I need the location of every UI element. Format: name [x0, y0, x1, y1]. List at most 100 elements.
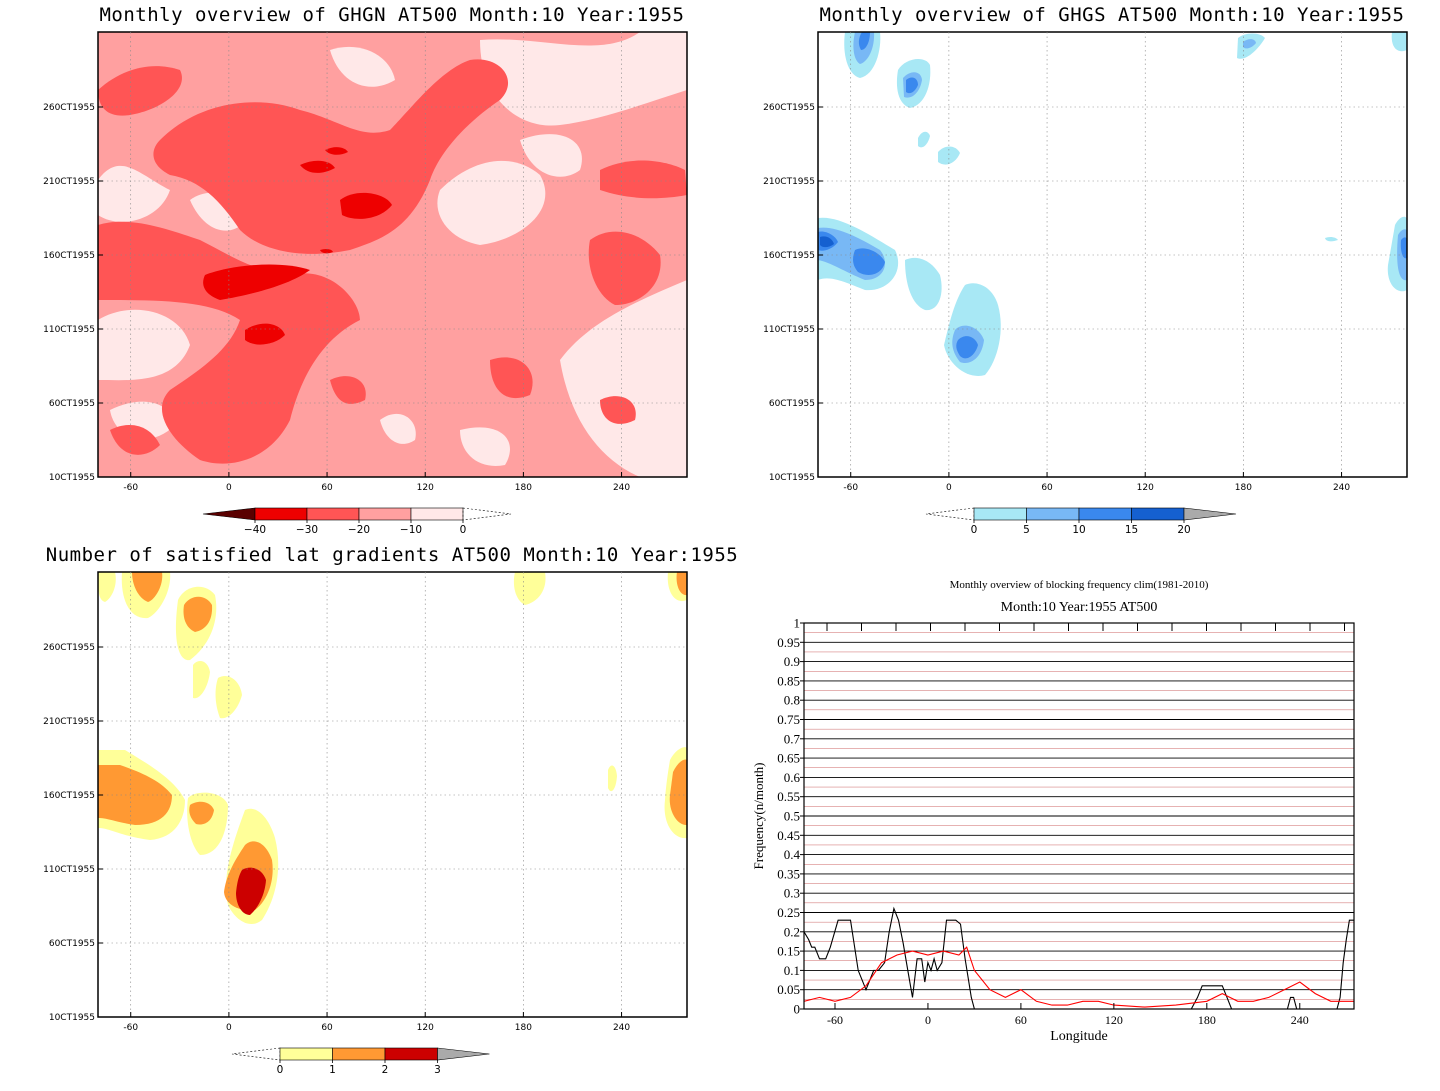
x-tick-label: 120: [417, 1023, 434, 1033]
colorbar-label: 1: [329, 1064, 336, 1076]
colorbar-box: [332, 1047, 386, 1061]
x-tick-label: 180: [1235, 483, 1252, 493]
colorbar-box: [384, 1047, 438, 1061]
y-tick-label: 0.15: [777, 944, 800, 959]
colorbar-box: [306, 507, 360, 521]
y-tick-label: 210CT1955: [43, 717, 95, 727]
x-tick-label: -60: [843, 483, 858, 493]
x-tick-label: 120: [1105, 1013, 1123, 1027]
ghgn-y-axis: 10CT1955 60CT1955 110CT1955 160CT1955 210CT1…: [43, 103, 103, 483]
colorbar-high-triangle: [462, 507, 512, 521]
x-tick-label: -60: [827, 1013, 843, 1027]
y-tick-label: 0.9: [784, 654, 800, 669]
ghgs-y-axis: 10CT1955 60CT1955 110CT1955 160CT1955 210CT1…: [763, 103, 823, 483]
blocking-frequency-panel: Monthly overview of blocking frequency c…: [751, 579, 1355, 1044]
colorbar-box: [1026, 507, 1080, 521]
colorbar-label: 15: [1125, 524, 1138, 536]
blocking-frequency-lines: [804, 906, 1354, 1009]
colorbar-box: [1078, 507, 1132, 521]
x-tick-label: -60: [123, 1023, 138, 1033]
x-tick-label: 60: [321, 1023, 333, 1033]
colorbar-low-triangle: [202, 507, 256, 521]
y-tick-label: 160CT1955: [43, 251, 95, 261]
ghgs-x-axis: -60 0 60 120 180 240: [843, 472, 1350, 493]
ghgn-colorbar: −40 −30 −20 −10 0: [202, 507, 512, 536]
colorbar-label: 0: [971, 524, 978, 536]
lat-gradients-colorbar: 0 1 2 3: [231, 1047, 490, 1076]
colorbar-label: 20: [1177, 524, 1190, 536]
x-tick-label: 180: [515, 483, 532, 493]
colorbar-label: 0: [460, 524, 467, 536]
blocking-frequency-y-axis: 0 0.05 0.1 0.15 0.2 0.25 0.3 0.35 0.4 0.45 0.5 0.55…: [777, 616, 804, 1017]
lat-gradients-title: Number of satisfied lat gradients AT500 …: [46, 544, 738, 566]
blocking-frequency-black-series: [804, 906, 1354, 1009]
blocking-frequency-ylabel: Frequency(n/month): [751, 763, 766, 870]
ghgn-contour-20: [203, 147, 392, 345]
ghgn-field: [98, 32, 687, 477]
colorbar-box: [410, 507, 464, 521]
colorbar-label: 5: [1023, 524, 1030, 536]
colorbar-box: [1131, 507, 1185, 521]
y-tick-label: 0.8: [784, 693, 800, 708]
y-tick-label: 0.3: [784, 886, 800, 901]
colorbar-label: 2: [382, 1064, 389, 1076]
y-tick-label: 10CT1955: [49, 1013, 95, 1023]
colorbar-label: 10: [1072, 524, 1085, 536]
x-tick-label: 120: [417, 483, 434, 493]
x-tick-label: -60: [123, 483, 138, 493]
y-tick-label: 0.25: [777, 905, 800, 920]
colorbar-label: 0: [277, 1064, 284, 1076]
y-tick-label: 110CT1955: [763, 325, 815, 335]
y-tick-label: 0.75: [777, 712, 800, 727]
y-tick-label: 60CT1955: [769, 399, 815, 409]
x-tick-label: 0: [946, 483, 952, 493]
colorbar-label: −30: [296, 524, 318, 536]
ghgs-colorbar: 0 5 10 15 20: [925, 507, 1237, 536]
blocking-frequency-subtitle: Month:10 Year:1955 AT500: [1001, 600, 1158, 615]
x-tick-label: 60: [321, 483, 333, 493]
lat-gradients-panel: Number of satisfied lat gradients AT500 …: [43, 544, 738, 1076]
x-tick-label: 0: [226, 483, 232, 493]
colorbar-low-triangle: [231, 1047, 281, 1061]
y-tick-label: 60CT1955: [49, 399, 95, 409]
y-tick-label: 1: [794, 616, 801, 631]
y-tick-label: 0.55: [777, 789, 800, 804]
y-tick-label: 0.85: [777, 673, 800, 688]
x-tick-label: 120: [1137, 483, 1154, 493]
y-tick-label: 0: [794, 1002, 801, 1017]
lat-gradients-contour-1: [98, 572, 687, 911]
y-tick-label: 0.2: [784, 924, 800, 939]
y-tick-label: 260CT1955: [763, 103, 815, 113]
lat-gradients-y-axis: 10CT1955 60CT1955 110CT1955 160CT1955 210CT1…: [43, 643, 103, 1023]
x-tick-label: 0: [226, 1023, 232, 1033]
y-tick-label: 10CT1955: [769, 473, 815, 483]
colorbar-box: [279, 1047, 333, 1061]
y-tick-label: 160CT1955: [43, 791, 95, 801]
x-tick-label: 240: [613, 483, 630, 493]
y-tick-label: 0.65: [777, 751, 800, 766]
y-tick-label: 260CT1955: [43, 643, 95, 653]
y-tick-label: 0.6: [784, 770, 801, 785]
x-tick-label: 240: [613, 1023, 630, 1033]
y-tick-label: 0.5: [784, 809, 800, 824]
colorbar-label: −20: [348, 524, 370, 536]
ghgs-title: Monthly overview of GHGS AT500 Month:10 …: [819, 4, 1404, 26]
colorbar-box: [254, 507, 308, 521]
colorbar-high-triangle: [1183, 507, 1237, 521]
blocking-frequency-red-series: [804, 946, 1354, 1008]
blocking-frequency-xlabel: Longitude: [1050, 1029, 1108, 1044]
y-tick-label: 0.1: [784, 963, 800, 978]
ghgs-contour-15: [820, 236, 834, 248]
colorbar-high-triangle: [437, 1047, 490, 1061]
ghgn-panel: Monthly overview of GHGN AT500 Month:10 …: [43, 4, 688, 536]
lat-gradients-contour-0: [98, 572, 687, 925]
ghgs-panel: Monthly overview of GHGS AT500 Month:10 …: [763, 4, 1408, 536]
lat-gradients-x-axis: -60 0 60 120 180 240: [123, 1012, 630, 1033]
y-tick-label: 260CT1955: [43, 103, 95, 113]
lat-gradients-field: [98, 572, 687, 925]
colorbar-label: −10: [400, 524, 422, 536]
ghgs-contour-10: [818, 32, 1407, 359]
ghgn-gridlines: [98, 32, 687, 477]
ghgs-field: [818, 32, 1407, 376]
